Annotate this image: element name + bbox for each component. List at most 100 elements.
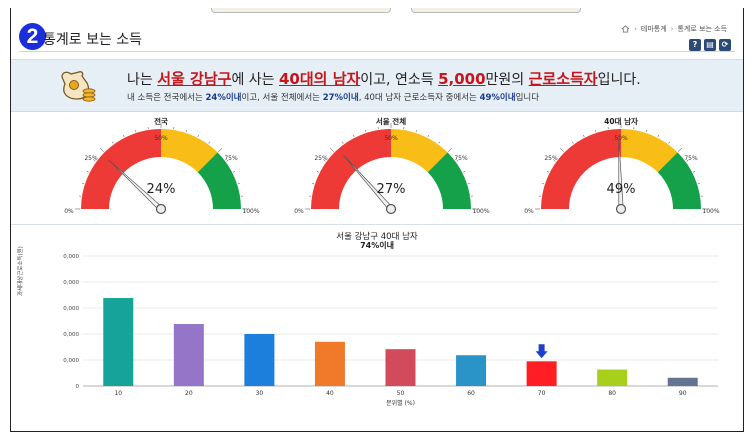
help-icon[interactable]: ? [689,39,701,51]
gauge-title: 서울 전체 [375,117,407,126]
bar-70[interactable] [526,361,557,386]
gauge-tick-label: 75% [224,155,238,162]
gauge-seoul: 서울 전체 0% 25% 50% 75% 100% 27% [291,113,491,223]
gauge-tick [185,129,187,133]
x-tick-label: 10 [114,390,122,397]
gauge-band-yellow [161,129,218,173]
gauge-band-yellow [621,129,678,173]
bar-40[interactable] [314,341,345,386]
gauge-tick [463,171,466,173]
y-tick-label: 240,000,000 [63,280,79,286]
gauge-tick [93,159,96,162]
gauge-tick-label: 50% [614,135,628,142]
gauge-tick [99,147,104,152]
summary-text: 이고, 연소득 [360,72,439,88]
breadcrumb-theme[interactable]: 테마통계 [640,25,667,33]
gauge-value: 49% [606,182,636,197]
x-tick-label: 20 [185,390,193,397]
y-axis-title: 과세대상근로소득(원) [18,246,24,296]
gauge-tick [645,129,647,133]
gauge-tick [208,141,211,144]
bar-20[interactable] [173,324,204,386]
bar-60[interactable] [456,355,487,386]
x-tick-label: 60 [467,390,475,397]
gauge-tick [323,159,326,162]
gauge-tick-label: 50% [384,135,398,142]
gauge-tick [415,129,417,133]
x-tick-label: 80 [608,390,616,397]
gauge-value: 27% [376,182,406,197]
y-tick-label: 0 [76,384,80,390]
x-tick-label: 50 [397,390,405,397]
bar-50[interactable] [385,349,416,386]
gauge-band-green [197,152,241,209]
summary-headline: 나는 서울 강남구에 사는 40대의 남자이고, 연소득 5,000만원의 근로… [127,68,641,89]
app-frame: 2 통계로 보는 소득 › 테마통계 › 통계로 보는 소득 ? ▤ ⟳ 나는 … [10,8,744,432]
gauge-tick [448,147,453,152]
gauge-tick [657,134,659,137]
section-divider [11,224,743,225]
y-tick-label: 300,000,000 [63,254,79,260]
gauge-tick-label: 100% [702,208,719,215]
x-tick-label: 90 [679,390,687,397]
breadcrumb: › 테마통계 › 통계로 보는 소득 [621,24,727,34]
summary-text: 입니다 [515,93,540,103]
bar-80[interactable] [597,369,628,386]
age-highlight: 40대의 남자 [279,70,361,88]
bar-10[interactable] [103,298,134,386]
gauge-age-group: 40대 남자 0% 25% 50% 75% 100% 49% [521,113,721,223]
gauge-tick [553,159,556,162]
gauge-pivot [155,203,167,215]
gauge-dial: 0% 25% 50% 75% 100% [64,123,260,215]
print-icon[interactable]: ▤ [704,39,716,51]
gauge-national: 전국 0% 25% 50% 75% 100% 24% [61,113,261,223]
gauge-title: 40대 남자 [604,117,638,126]
gauge-tick-label: 75% [684,155,698,162]
gauge-value: 24% [146,182,176,197]
gauge-tick-label: 100% [242,208,259,215]
gauge-tick-label: 25% [314,155,328,162]
gauge-dial: 0% 25% 50% 75% 100% [294,123,490,215]
gauge-tick [686,159,689,162]
bar-90[interactable] [667,377,698,386]
money-bag-icon [61,71,96,102]
gauge-tick-label: 0% [294,208,304,215]
refresh-icon[interactable]: ⟳ [719,39,731,51]
gauge-band-red [81,129,161,209]
chart-subtitle: 74%이내 [360,241,394,250]
top-tab-right [411,8,581,13]
summary-text: , 40대 남자 근로소득자 중에서는 [358,93,480,103]
summary-text: 에 사는 [231,72,279,88]
summary-text: 입니다. [597,72,641,88]
gauge-tick [456,159,459,162]
gauge-tick [595,129,597,133]
gauge-tick [438,141,441,144]
breadcrumb-current: 통계로 보는 소득 [677,25,727,33]
gauge-tick [111,141,114,144]
step-badge: 2 [19,23,46,50]
gauge-tick-label: 75% [454,155,468,162]
gauge-band-green [427,152,471,209]
region-highlight: 서울 강남구 [157,70,232,88]
gauge-tick-label: 100% [472,208,489,215]
gauge-tick [559,147,564,152]
gauge-tick [546,171,549,173]
seoul-rank: 27%이내 [322,93,359,103]
gauge-tick [467,183,471,185]
gauge-row: 전국 0% 25% 50% 75% 100% 24% 서울 전체 0% 25% 50% 75% 100… [11,113,743,228]
gauge-tick-label: 25% [544,155,558,162]
page-header: 2 통계로 보는 소득 › 테마통계 › 통계로 보는 소득 ? ▤ ⟳ [11,18,743,51]
gauge-tick [571,141,574,144]
peer-rank: 49%이내 [479,93,516,103]
gauge-tick [329,147,334,152]
gauge-tick [693,171,696,173]
gauge-tick [316,171,319,173]
income-summary: 나는 서울 강남구에 사는 40대의 남자이고, 연소득 5,000만원의 근로… [11,59,743,112]
gauge-tick-label: 0% [64,208,74,215]
gauge-pivot [385,203,397,215]
bar-30[interactable] [244,334,275,386]
summary-text: 내 소득은 전국에서는 [127,93,206,103]
home-icon[interactable] [621,25,630,33]
income-highlight: 5,000 [438,70,486,88]
gauge-tick [678,147,683,152]
